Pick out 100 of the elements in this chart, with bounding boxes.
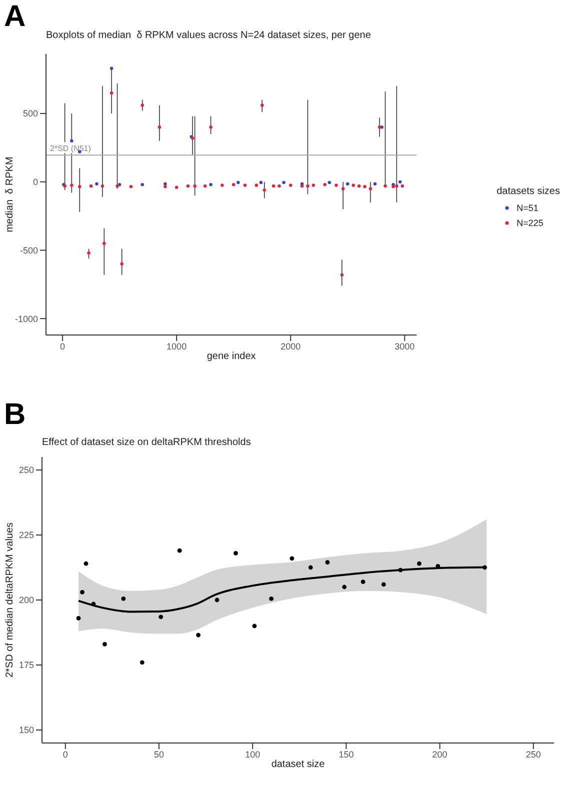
point (269, 596, 274, 601)
x-tick-label: 3000 (394, 341, 415, 352)
point (140, 182, 144, 186)
y-axis-title: median δ RPKM (4, 156, 16, 232)
x-tick-label: 150 (338, 749, 354, 760)
x-tick-label: 0 (60, 341, 66, 352)
text: B (4, 398, 26, 432)
point (80, 590, 84, 594)
point (368, 187, 372, 190)
point (482, 565, 487, 570)
point (220, 184, 224, 187)
text: A (4, 0, 26, 34)
point (252, 624, 257, 628)
point (381, 582, 386, 587)
point (78, 185, 82, 188)
legend-label: N=225 (516, 218, 544, 228)
point (308, 565, 313, 570)
point (158, 614, 164, 620)
point (260, 104, 264, 107)
point (140, 660, 144, 665)
point (140, 104, 144, 107)
point (272, 184, 276, 188)
point (203, 184, 207, 188)
point (209, 182, 212, 186)
point (186, 184, 190, 188)
point (164, 182, 167, 186)
point (306, 184, 310, 188)
point (289, 184, 292, 187)
y-tick-label: 175 (18, 660, 34, 670)
point (70, 139, 74, 142)
point (373, 182, 377, 186)
point (323, 182, 326, 186)
chart-title: Boxplots of median δ RPKM values across N=24 dataset sizes, per gene (46, 30, 371, 41)
x-axis-title: dataset size (271, 759, 326, 770)
point (174, 186, 178, 189)
point (89, 184, 93, 188)
point (346, 182, 350, 186)
point (196, 632, 201, 638)
y-tick-label: 200 (18, 595, 34, 606)
point (84, 561, 88, 566)
point (342, 584, 347, 590)
y-tick-label: 150 (18, 725, 34, 736)
point (400, 184, 404, 188)
y-tick-label: -500 (20, 245, 38, 256)
point (384, 184, 387, 188)
point (236, 180, 240, 184)
point (100, 184, 104, 188)
x-axis-title: gene index (206, 351, 256, 362)
x-tick-label: 100 (245, 749, 260, 760)
legend-label: N=51 (516, 202, 538, 212)
point (300, 184, 304, 188)
x-tick-label: 0 (62, 749, 68, 760)
point (193, 184, 196, 188)
point (352, 184, 355, 187)
point (312, 184, 316, 187)
point (398, 180, 402, 184)
point (234, 551, 238, 556)
point (76, 616, 81, 620)
point (334, 184, 338, 187)
y-tick-label: 225 (18, 530, 34, 540)
point (357, 184, 361, 188)
point (360, 580, 366, 584)
chart-title: Effect of dataset size on deltaRPKM thresholds (42, 437, 251, 448)
point (363, 185, 366, 188)
point (262, 188, 266, 192)
point (164, 185, 167, 188)
point (232, 182, 236, 186)
point (259, 180, 263, 184)
point (392, 185, 395, 188)
point (121, 596, 126, 601)
point (243, 184, 247, 187)
point (282, 180, 286, 184)
point (378, 126, 382, 129)
y-tick-label: 0 (32, 177, 38, 188)
point (417, 561, 422, 566)
point (214, 598, 220, 602)
y-axis-title: 2*SD of median deltaRPKM values (4, 522, 16, 678)
legend-title: datasets sizes (496, 186, 560, 196)
point (341, 187, 345, 190)
point (70, 184, 74, 187)
point (95, 182, 98, 186)
point (328, 180, 331, 184)
y-tick-label: -1000 (14, 314, 38, 324)
point (325, 560, 330, 564)
x-tick-label: 1000 (166, 341, 187, 352)
point (102, 242, 106, 245)
point (290, 556, 294, 561)
x-tick-label: 50 (154, 749, 164, 760)
point (158, 126, 162, 129)
point (278, 184, 281, 188)
point (87, 251, 90, 255)
point (110, 66, 114, 70)
point (209, 126, 212, 129)
point (102, 642, 107, 646)
point (120, 262, 124, 266)
y-tick-label: 500 (22, 108, 38, 119)
point (91, 602, 96, 606)
point (129, 185, 133, 188)
point (177, 548, 182, 553)
point (398, 568, 403, 572)
